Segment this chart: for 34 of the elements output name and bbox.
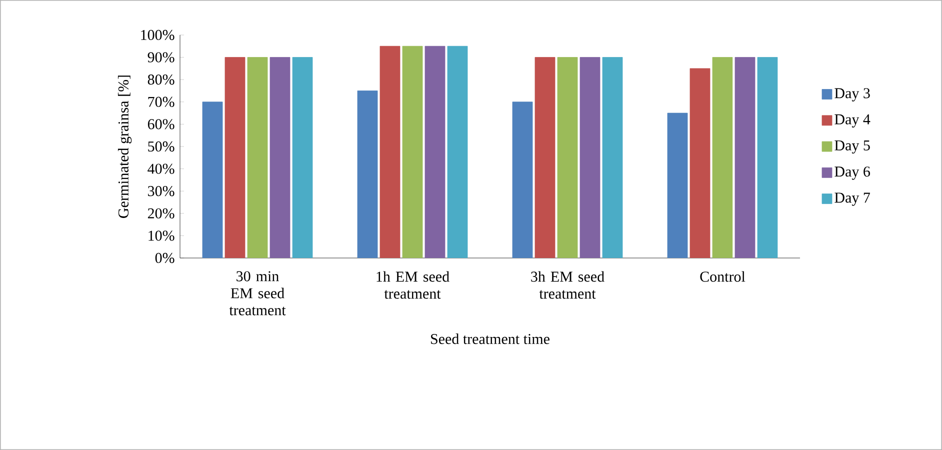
- bar: [247, 57, 268, 258]
- bar: [602, 57, 623, 258]
- y-tick-label: 40%: [148, 164, 174, 174]
- bar: [424, 46, 446, 258]
- bar: [270, 57, 290, 258]
- x-tick-label: Control: [700, 271, 746, 282]
- y-tick-label: 10%: [148, 230, 174, 241]
- y-tick-label: 70%: [148, 96, 174, 107]
- bar: [402, 46, 423, 258]
- y-tick-label: 80%: [148, 74, 174, 85]
- bar: [557, 57, 578, 258]
- bar: [712, 57, 733, 258]
- x-tick-label: 30 min EM seed treatment: [229, 271, 286, 316]
- y-tick-label: 90%: [148, 52, 174, 62]
- y-tick-label: 20%: [148, 208, 174, 218]
- bar: [580, 57, 600, 258]
- x-tick-label: 1h EM seed treatment: [376, 271, 450, 299]
- y-tick-label: 30%: [148, 186, 174, 196]
- y-axis-title: Germinated grainsa [%]: [118, 76, 132, 218]
- bar: [292, 57, 313, 258]
- y-tick-label: 60%: [148, 119, 174, 130]
- y-tick-label: 0%: [155, 252, 174, 264]
- legend-label: Day 7: [834, 192, 870, 206]
- y-tick-label: 50%: [148, 141, 174, 152]
- legend-label: Day 3: [834, 88, 870, 102]
- y-tick-label: 100%: [141, 30, 174, 40]
- legend-label: Day 5: [834, 140, 870, 154]
- legend-label: Day 6: [834, 166, 870, 180]
- bar: [757, 57, 778, 258]
- bar: [447, 46, 468, 258]
- legend-label: Day 4: [834, 114, 870, 128]
- x-axis-title: Seed treatment time: [431, 334, 550, 344]
- bar: [734, 57, 756, 258]
- x-tick-label: 3h EM seed treatment: [531, 271, 604, 299]
